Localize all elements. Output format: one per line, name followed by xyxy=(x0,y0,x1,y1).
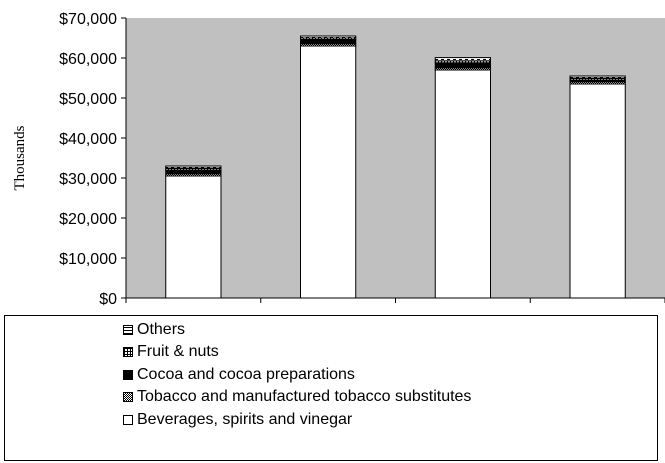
legend-item: Tobacco and manufactured tobacco substit… xyxy=(123,386,471,408)
x-axis: 2003200420052006-Sep xyxy=(125,298,665,303)
y-tick-label: $10,000 xyxy=(59,251,117,268)
bars-group xyxy=(165,35,626,299)
legend-label: Tobacco and manufactured tobacco substit… xyxy=(137,388,472,406)
y-tick-label: $40,000 xyxy=(59,131,117,148)
y-tick-label: $70,000 xyxy=(59,11,117,28)
y-axis: $0 $10,000 $20,000 $30,000 $40,000 $50,000 $60… xyxy=(59,11,126,308)
legend-label: Others xyxy=(137,321,186,338)
y-tick-label: $50,000 xyxy=(59,91,117,108)
y-tick-label: $30,000 xyxy=(59,171,117,188)
bar-segment xyxy=(300,45,357,299)
bar-segment xyxy=(434,57,491,62)
bar-segment xyxy=(434,62,491,69)
legend-item: Others xyxy=(123,319,185,341)
legend: Others Fruit & nuts Cocoa and cocoa prepar… xyxy=(4,315,658,461)
legend-swatch xyxy=(123,325,133,335)
bar-segment xyxy=(165,169,222,175)
bar-segment xyxy=(165,175,222,299)
bar-segment xyxy=(569,83,626,299)
legend-swatch xyxy=(123,369,133,380)
legend-swatch xyxy=(123,414,133,425)
bar-segment xyxy=(569,75,626,79)
legend-item: Fruit & nuts xyxy=(123,341,219,363)
legend-label: Cocoa and cocoa preparations xyxy=(137,365,355,383)
y-tick-label: $20,000 xyxy=(59,211,117,228)
legend-label: Fruit & nuts xyxy=(137,343,219,361)
legend-swatch xyxy=(123,347,133,358)
y-tick-label: $60,000 xyxy=(59,51,117,68)
bar-segment xyxy=(434,69,491,299)
legend-swatch xyxy=(123,392,133,403)
y-axis-title: Thousands xyxy=(12,125,28,190)
bar-segment xyxy=(300,35,357,39)
bar-segment xyxy=(300,39,357,45)
bar-chart: $0 $10,000 $20,000 $30,000 $40,000 $50,000 $60… xyxy=(12,11,665,308)
legend-item: Cocoa and cocoa preparations xyxy=(123,364,355,386)
legend-label: Beverages, spirits and vinegar xyxy=(137,410,353,428)
bar-segment xyxy=(165,165,222,169)
y-tick-label: $0 xyxy=(99,291,117,308)
legend-item: Beverages, spirits and vinegar xyxy=(123,409,352,431)
